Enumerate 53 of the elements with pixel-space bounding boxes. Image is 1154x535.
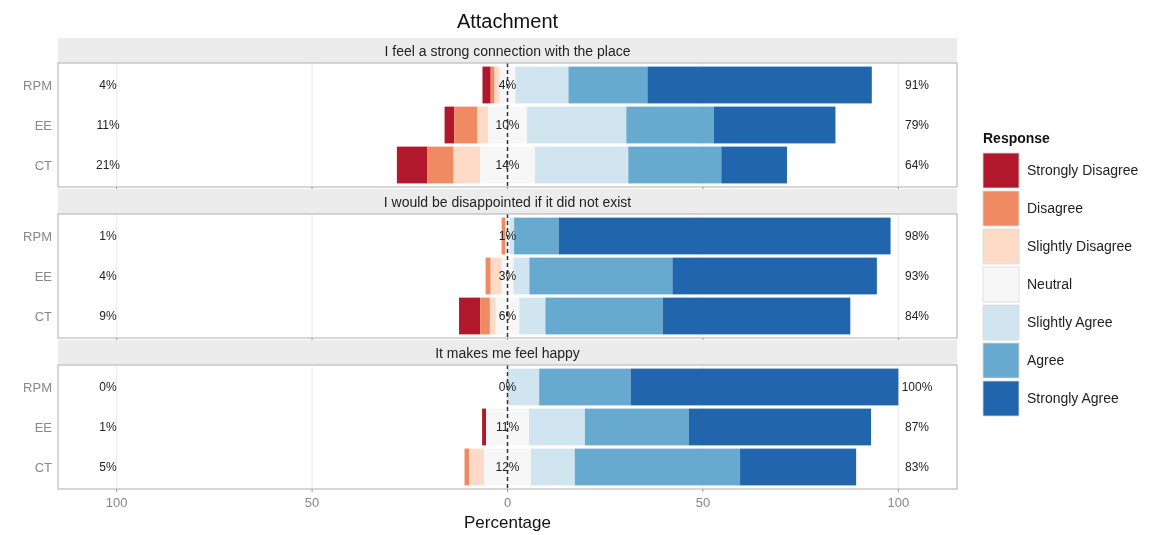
chart-subtitle: It makes me feel happy [435, 344, 580, 361]
y-tick-label: RPM [23, 380, 52, 395]
text: Slightly Disagree [1027, 238, 1133, 254]
annotation: 9% [99, 309, 117, 323]
text: Agree [1027, 352, 1065, 368]
y-tick-label: CT [34, 158, 53, 173]
annotation: 1% [99, 420, 117, 434]
text: Neutral [1027, 276, 1073, 292]
annotation: 12% [495, 460, 520, 474]
annotation: 84% [904, 309, 930, 323]
y-tick-label: CT [34, 309, 53, 324]
y-tick-label: EE [34, 118, 53, 133]
annotation: 1% [99, 229, 117, 243]
chart-subtitle: I feel a strong connection with the place [384, 42, 631, 59]
annotation: 4% [99, 78, 117, 92]
text: Disagree [1027, 200, 1084, 216]
annotation: 0% [498, 380, 517, 394]
y-tick-label: CT [34, 460, 53, 475]
text: Strongly Agree [1027, 390, 1120, 406]
text: Slightly Agree [1027, 314, 1113, 330]
x-tick-label: 50 [695, 495, 711, 510]
annotation: 11% [96, 118, 120, 132]
annotation: 21% [95, 158, 121, 172]
annotation: 14% [495, 158, 520, 172]
annotation: 87% [904, 420, 930, 434]
x-tick-label: 100 [887, 495, 910, 510]
annotation: 5% [99, 460, 117, 474]
chart-title: Attachment [456, 10, 559, 32]
x-axis-title: Percentage [464, 513, 551, 532]
annotation: 4% [99, 269, 117, 283]
annotation: 4% [498, 78, 517, 92]
annotation: 0% [99, 380, 117, 394]
annotation: 83% [904, 460, 930, 474]
annotation: 10% [495, 118, 520, 132]
text: Strongly Disagree [1027, 162, 1139, 178]
annotation: 79% [904, 118, 930, 132]
y-tick-label: EE [34, 420, 53, 435]
annotation: 6% [498, 309, 517, 323]
legend-title: Response [983, 130, 1051, 146]
y-tick-label: EE [34, 269, 53, 284]
y-tick-label: RPM [23, 229, 52, 244]
annotation: 11% [495, 420, 520, 434]
x-tick-label: 0 [503, 495, 512, 510]
annotation: 3% [498, 269, 517, 283]
annotation: 91% [904, 78, 930, 92]
x-tick-label: 100 [105, 495, 128, 510]
annotation: 100% [901, 380, 933, 394]
chart-subtitle: I would be disappointed if it did not exist [383, 193, 632, 210]
annotation: 98% [904, 229, 930, 243]
annotation: 93% [904, 269, 930, 283]
annotation: 64% [904, 158, 930, 172]
x-tick-label: 50 [304, 495, 320, 510]
y-tick-label: RPM [23, 78, 52, 93]
